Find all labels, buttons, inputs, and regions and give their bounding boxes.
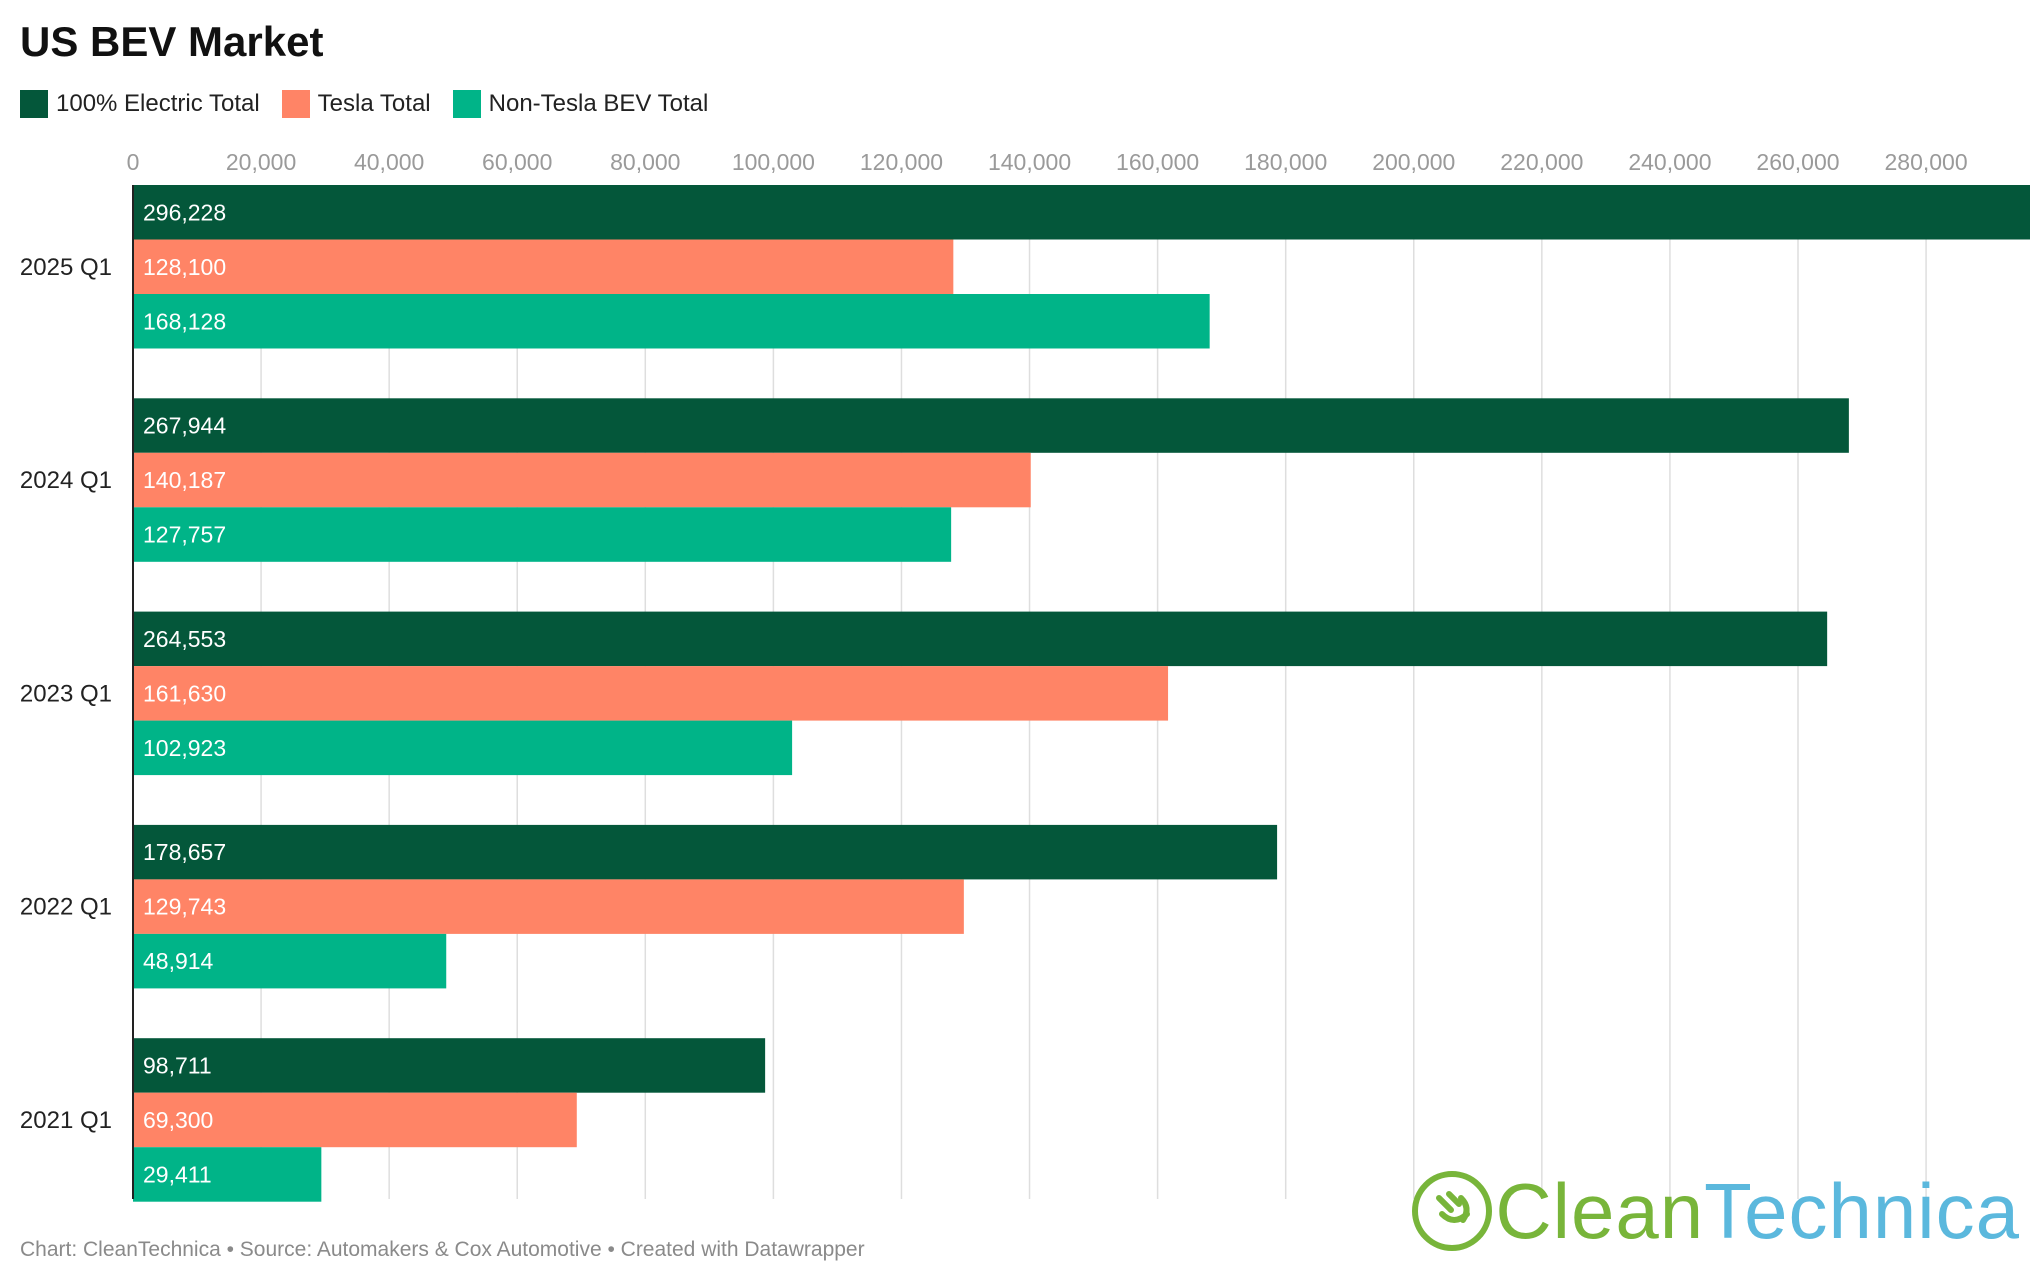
bar-value-label: 264,553 (143, 626, 226, 652)
legend-swatch-electric-total (20, 90, 48, 118)
bar-value-label: 127,757 (143, 522, 226, 548)
bar-value-label: 140,187 (143, 467, 226, 493)
legend-item-non-tesla-total: Non-Tesla BEV Total (452, 90, 709, 118)
bar-value-label: 296,228 (143, 199, 226, 225)
x-tick-label: 240,000 (1628, 149, 1711, 175)
category-label: 2023 Q1 (20, 680, 112, 707)
legend-item-electric-total: 100% Electric Total (20, 90, 260, 118)
logo-text: CleanTechnica (1495, 1172, 2020, 1250)
bar-value-label: 178,657 (143, 839, 226, 865)
bar (133, 720, 793, 776)
x-tick-label: 80,000 (610, 149, 680, 175)
cleantechnica-logo: CleanTechnica (1409, 1168, 2020, 1254)
bar (133, 1147, 322, 1202)
logo-text-technica: Technica (1704, 1167, 2020, 1255)
legend-label-non-tesla-total: Non-Tesla BEV Total (488, 90, 709, 117)
bar (133, 294, 1210, 349)
x-tick-label: 140,000 (988, 149, 1071, 175)
bar-value-label: 102,923 (143, 735, 226, 761)
category-label: 2024 Q1 (20, 467, 112, 494)
legend-swatch-tesla-total (281, 90, 310, 118)
bar (133, 239, 954, 294)
legend-label-electric-total: 100% Electric Total (56, 90, 260, 117)
x-tick-label: 20,000 (226, 149, 296, 175)
bar (133, 452, 1031, 508)
x-tick-label: 220,000 (1500, 149, 1583, 175)
x-tick-label: 100,000 (732, 149, 815, 175)
x-tick-label: 160,000 (1116, 149, 1199, 175)
category-label: 2025 Q1 (20, 254, 112, 281)
chart-footer: Chart: CleanTechnica • Source: Automaker… (20, 1238, 865, 1261)
x-tick-label: 180,000 (1244, 149, 1327, 175)
bar-value-label: 128,100 (143, 254, 226, 280)
x-tick-label: 60,000 (482, 149, 552, 175)
bar (133, 185, 2030, 240)
x-tick-label: 280,000 (1885, 149, 1968, 175)
bar-value-label: 29,411 (143, 1161, 212, 1187)
bar-value-label: 161,630 (143, 680, 226, 706)
x-tick-label: 260,000 (1756, 149, 1839, 175)
plug-logo-icon (1412, 1171, 1493, 1251)
bar (133, 611, 1828, 667)
chart-title: US BEV Market (20, 18, 324, 65)
legend-label-tesla-total: Tesla Total (317, 90, 431, 117)
bar (133, 933, 447, 989)
bar-value-label: 129,743 (143, 894, 226, 920)
bar (133, 824, 1278, 880)
bar-value-label: 69,300 (143, 1107, 213, 1133)
legend-swatch-non-tesla-total (452, 90, 481, 118)
x-tick-label: 200,000 (1372, 149, 1455, 175)
x-tick-label: 0 (127, 149, 140, 175)
bar (133, 507, 952, 562)
bar-value-label: 98,711 (143, 1052, 212, 1078)
bar-value-label: 168,128 (143, 308, 226, 334)
legend-item-tesla-total: Tesla Total (281, 90, 431, 118)
bar-value-label: 267,944 (143, 413, 226, 439)
bar (133, 666, 1169, 721)
legend: 100% Electric Total Tesla Total Non-Tesl… (20, 90, 730, 118)
bar (133, 879, 964, 934)
x-tick-label: 40,000 (354, 149, 424, 175)
bar (133, 1092, 577, 1148)
category-label: 2022 Q1 (20, 894, 112, 921)
logo-text-clean: Clean (1495, 1167, 1705, 1255)
bar-value-label: 48,914 (143, 948, 214, 974)
bar (133, 398, 1849, 453)
category-label: 2021 Q1 (20, 1107, 112, 1134)
bar (133, 1038, 766, 1093)
x-tick-label: 120,000 (860, 149, 943, 175)
